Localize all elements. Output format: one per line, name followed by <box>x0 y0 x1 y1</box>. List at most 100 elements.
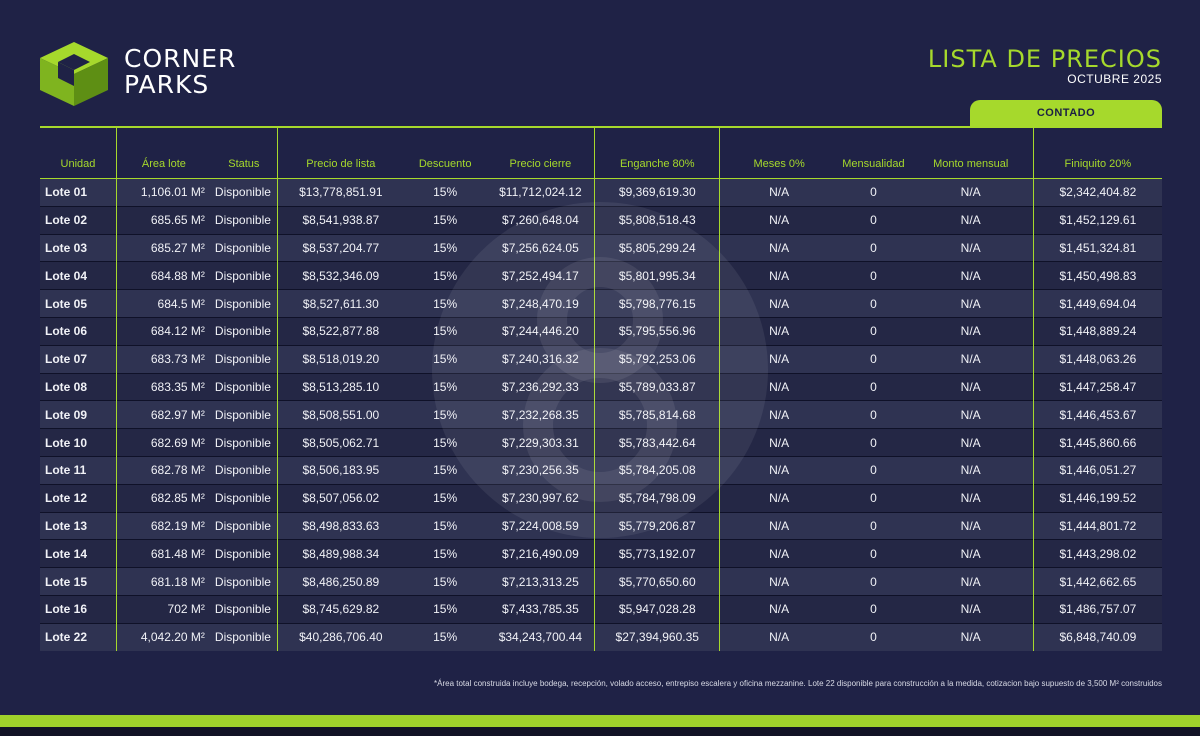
row-unidad-cell: Lote 10 <box>40 428 117 457</box>
row-precio-cierre-cell: $7,244,446.20 <box>486 316 595 346</box>
row-finiquito-cell: $1,444,801.72 <box>1032 511 1162 540</box>
row-meses-cell: N/A <box>719 178 839 207</box>
row-mensualidad-cell: 0 <box>838 316 909 346</box>
row-descuento-cell: 15% <box>403 178 487 207</box>
row-descuento-cell: 15% <box>403 205 487 235</box>
row-area-cell: 684.5 M² <box>115 289 211 318</box>
row-precio-lista-cell: $8,505,062.71 <box>276 428 404 457</box>
column-header-unidad: Unidad <box>40 126 117 179</box>
row-mensualidad-cell: 0 <box>838 455 909 485</box>
row-area-cell: 1,106.01 M² <box>115 178 211 207</box>
row-finiquito-cell: $1,446,051.27 <box>1032 455 1162 485</box>
row-monto-cell: N/A <box>908 511 1034 540</box>
page-title: LISTA DE PRECIOS <box>927 45 1162 73</box>
table-row: Lote 05 684.5 M² Disponible $8,527,611.30 15… <box>40 289 1162 318</box>
row-mensualidad-cell: 0 <box>838 178 909 207</box>
row-finiquito-cell: $1,448,889.24 <box>1032 316 1162 346</box>
row-enganche-cell: $5,808,518.43 <box>594 205 720 235</box>
row-precio-cierre-cell: $7,240,316.32 <box>486 344 595 374</box>
row-status-cell: Disponible <box>210 289 278 318</box>
row-descuento-cell: 15% <box>403 400 487 429</box>
row-precio-lista-cell: $8,541,938.87 <box>276 205 404 235</box>
row-status-cell: Disponible <box>210 344 278 374</box>
row-area-cell: 682.69 M² <box>115 428 211 457</box>
column-header-descuento: Descuento <box>403 126 487 179</box>
row-precio-cierre-cell: $7,224,008.59 <box>486 511 595 540</box>
row-descuento-cell: 15% <box>403 567 487 596</box>
row-area-cell: 702 M² <box>115 594 211 624</box>
row-unidad-cell: Lote 03 <box>40 233 117 262</box>
bottom-dark-strip <box>0 727 1200 736</box>
row-monto-cell: N/A <box>908 567 1034 596</box>
row-finiquito-cell: $1,486,757.07 <box>1032 594 1162 624</box>
row-area-cell: 684.12 M² <box>115 316 211 346</box>
row-precio-cierre-cell: $7,433,785.35 <box>486 594 595 624</box>
row-meses-cell: N/A <box>719 261 839 290</box>
row-area-cell: 683.73 M² <box>115 344 211 374</box>
row-precio-cierre-cell: $7,230,997.62 <box>486 483 595 513</box>
row-unidad-cell: Lote 07 <box>40 344 117 374</box>
row-descuento-cell: 15% <box>403 594 487 624</box>
price-table-wrapper: Unidad Área lote Status Precio de lista … <box>40 126 1162 651</box>
row-precio-lista-cell: $8,507,056.02 <box>276 483 404 513</box>
table-row: Lote 03 685.27 M² Disponible $8,537,204.77 1… <box>40 233 1162 262</box>
row-precio-lista-cell: $8,489,988.34 <box>276 539 404 568</box>
row-unidad-cell: Lote 08 <box>40 372 117 401</box>
row-enganche-cell: $9,369,619.30 <box>594 178 720 207</box>
row-unidad-cell: Lote 13 <box>40 511 117 540</box>
tab-contado: CONTADO <box>970 100 1162 127</box>
row-descuento-cell: 15% <box>403 372 487 401</box>
row-finiquito-cell: $1,447,258.47 <box>1032 372 1162 401</box>
row-descuento-cell: 15% <box>403 455 487 485</box>
row-finiquito-cell: $6,848,740.09 <box>1032 622 1162 651</box>
brand-line-1: CORNER <box>124 44 237 73</box>
row-meses-cell: N/A <box>719 372 839 401</box>
row-finiquito-cell: $1,450,498.83 <box>1032 261 1162 290</box>
table-row: Lote 13 682.19 M² Disponible $8,498,833.63 1… <box>40 511 1162 540</box>
row-mensualidad-cell: 0 <box>838 539 909 568</box>
table-row: Lote 06 684.12 M² Disponible $8,522,877.88 1… <box>40 316 1162 346</box>
row-precio-lista-cell: $8,537,204.77 <box>276 233 404 262</box>
row-mensualidad-cell: 0 <box>838 261 909 290</box>
row-finiquito-cell: $1,443,298.02 <box>1032 539 1162 568</box>
row-meses-cell: N/A <box>719 289 839 318</box>
row-unidad-cell: Lote 14 <box>40 539 117 568</box>
row-descuento-cell: 15% <box>403 261 487 290</box>
table-row: Lote 04 684.88 M² Disponible $8,532,346.09 1… <box>40 261 1162 290</box>
row-monto-cell: N/A <box>908 178 1034 207</box>
footnote: *Área total construida incluye bodega, r… <box>434 679 1162 688</box>
row-enganche-cell: $5,801,995.34 <box>594 261 720 290</box>
column-header-mensualidad: Mensualidad <box>838 126 909 179</box>
row-monto-cell: N/A <box>908 622 1034 651</box>
row-precio-cierre-cell: $7,230,256.35 <box>486 455 595 485</box>
row-precio-lista-cell: $40,286,706.40 <box>276 622 404 651</box>
row-enganche-cell: $5,773,192.07 <box>594 539 720 568</box>
row-monto-cell: N/A <box>908 205 1034 235</box>
row-enganche-cell: $5,783,442.64 <box>594 428 720 457</box>
row-precio-cierre-cell: $7,248,470.19 <box>486 289 595 318</box>
table-row: Lote 15 681.18 M² Disponible $8,486,250.89 1… <box>40 567 1162 596</box>
column-header-finiquito: Finiquito 20% <box>1032 126 1162 179</box>
table-row: Lote 14 681.48 M² Disponible $8,489,988.34 1… <box>40 539 1162 568</box>
corner-parks-logo-icon <box>40 42 108 106</box>
row-status-cell: Disponible <box>210 233 278 262</box>
row-precio-lista-cell: $8,508,551.00 <box>276 400 404 429</box>
row-status-cell: Disponible <box>210 205 278 235</box>
row-unidad-cell: Lote 06 <box>40 316 117 346</box>
row-unidad-cell: Lote 09 <box>40 400 117 429</box>
row-mensualidad-cell: 0 <box>838 344 909 374</box>
row-monto-cell: N/A <box>908 483 1034 513</box>
row-area-cell: 683.35 M² <box>115 372 211 401</box>
row-enganche-cell: $5,770,650.60 <box>594 567 720 596</box>
row-precio-cierre-cell: $34,243,700.44 <box>486 622 595 651</box>
table-row: Lote 22 4,042.20 M² Disponible $40,286,706.… <box>40 622 1162 651</box>
table-row: Lote 08 683.35 M² Disponible $8,513,285.10 1… <box>40 372 1162 401</box>
row-meses-cell: N/A <box>719 539 839 568</box>
row-monto-cell: N/A <box>908 539 1034 568</box>
table-row: Lote 11 682.78 M² Disponible $8,506,183.95 1… <box>40 455 1162 485</box>
row-unidad-cell: Lote 16 <box>40 594 117 624</box>
row-enganche-cell: $5,805,299.24 <box>594 233 720 262</box>
table-row: Lote 10 682.69 M² Disponible $8,505,062.71 1… <box>40 428 1162 457</box>
row-meses-cell: N/A <box>719 316 839 346</box>
row-monto-cell: N/A <box>908 594 1034 624</box>
